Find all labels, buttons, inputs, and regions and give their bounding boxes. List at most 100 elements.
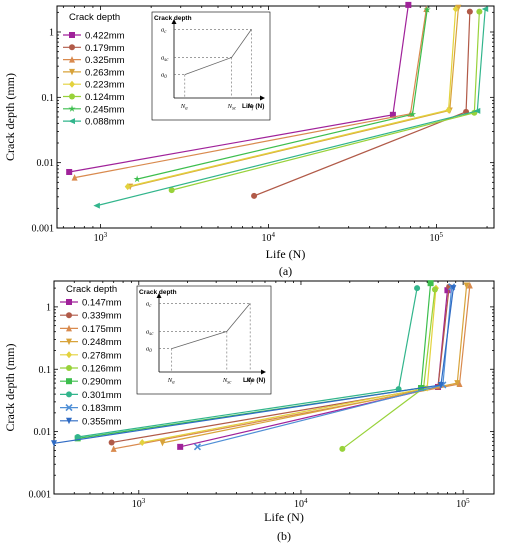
legend-marker: [68, 105, 76, 112]
y-tick-label: 0.01: [34, 427, 52, 438]
data-point: [193, 443, 202, 451]
data-point: [444, 287, 451, 294]
inset-y-label: ac: [146, 300, 152, 309]
legend-title: Crack depth: [66, 284, 117, 295]
legend-label: 0.179mm: [85, 43, 125, 54]
x-axis-title: Life (N): [264, 510, 304, 524]
inset-x-title: Life (N): [243, 377, 265, 384]
data-point: [445, 106, 452, 114]
data-point: [71, 174, 78, 181]
legend-label: 0.248mm: [82, 337, 122, 348]
inset-x-label: Nf: [246, 103, 253, 112]
data-point: [456, 380, 463, 388]
y-tick-label: 0.001: [29, 490, 52, 501]
data-point: [93, 202, 100, 209]
y-tick-label: 0.1: [39, 365, 52, 376]
y-axis-title: Crack depth (mm): [3, 344, 17, 432]
inset-y-title: Crack depth: [139, 289, 177, 296]
y-tick-label: 0.1: [42, 93, 55, 104]
legend-label: 0.422mm: [85, 31, 125, 42]
legend-label: 0.278mm: [82, 350, 122, 361]
data-point: [66, 168, 73, 175]
data-point: [450, 285, 457, 292]
legend-marker: [69, 68, 75, 76]
inset-y-arrow: [156, 293, 162, 298]
panel-label: (b): [277, 529, 291, 543]
legend-marker: [66, 391, 72, 398]
legend-label: 0.223mm: [85, 80, 125, 91]
inset-diagram-0: Crack depth Life (N) ac asc a0 Na Nsc Nf: [151, 11, 271, 121]
y-axis-title: Crack depth (mm): [3, 73, 17, 161]
data-point: [51, 440, 57, 447]
data-point: [466, 8, 473, 15]
legend: Crack depth 0.147mm 0.339mm 0.175mm 0.248mm 0…: [60, 284, 122, 427]
inset-x-title: Life (N): [242, 103, 264, 110]
data-point: [452, 5, 459, 13]
data-point: [110, 445, 117, 452]
x-tick-label: 104: [262, 231, 276, 244]
data-point: [454, 380, 461, 387]
legend-marker: [66, 351, 72, 359]
data-point: [427, 280, 434, 287]
data-point: [481, 5, 489, 12]
data-point: [466, 282, 473, 289]
legend-marker: [66, 365, 72, 371]
data-point: [177, 443, 184, 450]
inset-x-label: Na: [167, 377, 175, 386]
x-tick-label: 103: [94, 231, 108, 244]
legend-label: 0.147mm: [82, 298, 122, 309]
legend-marker: [69, 93, 75, 100]
legend-marker: [68, 118, 75, 125]
inset-y-label: ac: [161, 26, 167, 35]
y-tick-label: 0.001: [32, 224, 55, 235]
data-point: [124, 183, 131, 191]
data-point: [423, 5, 431, 13]
legend-marker: [66, 417, 72, 425]
legend-label: 0.183mm: [82, 403, 122, 414]
legend-label: 0.245mm: [85, 104, 125, 115]
inset-y-title: Crack depth: [154, 15, 192, 22]
data-point: [431, 286, 438, 293]
series-0.422mm: [66, 1, 412, 175]
inset-y-label: a0: [146, 346, 152, 355]
data-point: [455, 4, 462, 12]
series-0.175mm: [110, 282, 473, 452]
legend-marker: [69, 56, 75, 63]
legend-marker: [69, 44, 75, 51]
data-point: [168, 187, 175, 194]
legend-label: 0.124mm: [85, 92, 125, 103]
legend-label: 0.355mm: [82, 416, 122, 427]
series-0.179mm: [251, 8, 473, 199]
y-tick-label: 1: [49, 27, 54, 38]
inset-y-label: a0: [161, 72, 167, 81]
legend-title: Crack depth: [69, 12, 120, 23]
legend-label: 0.325mm: [85, 55, 125, 66]
y-tick-label: 0.01: [37, 158, 55, 169]
series-0.355mm: [51, 285, 457, 447]
inset-x-arrow: [261, 369, 266, 375]
x-axis-title: Life (N): [266, 247, 306, 261]
data-point: [139, 438, 146, 446]
legend-marker: [66, 312, 72, 319]
inset-y-arrow: [171, 19, 177, 24]
data-point: [463, 282, 470, 290]
legend-marker: [66, 378, 72, 385]
data-point: [251, 192, 258, 199]
legend-marker: [65, 404, 73, 412]
data-point: [414, 285, 421, 292]
legend-label: 0.126mm: [82, 364, 122, 375]
data-point: [437, 381, 444, 389]
legend-marker: [66, 324, 72, 332]
x-tick-label: 104: [294, 497, 308, 510]
data-point: [476, 8, 483, 15]
data-point: [133, 175, 141, 183]
legend-marker: [69, 32, 75, 38]
series-line: [253, 11, 471, 197]
series-0.248mm: [159, 282, 470, 447]
legend-label: 0.088mm: [85, 117, 125, 128]
legend-marker: [66, 338, 72, 346]
